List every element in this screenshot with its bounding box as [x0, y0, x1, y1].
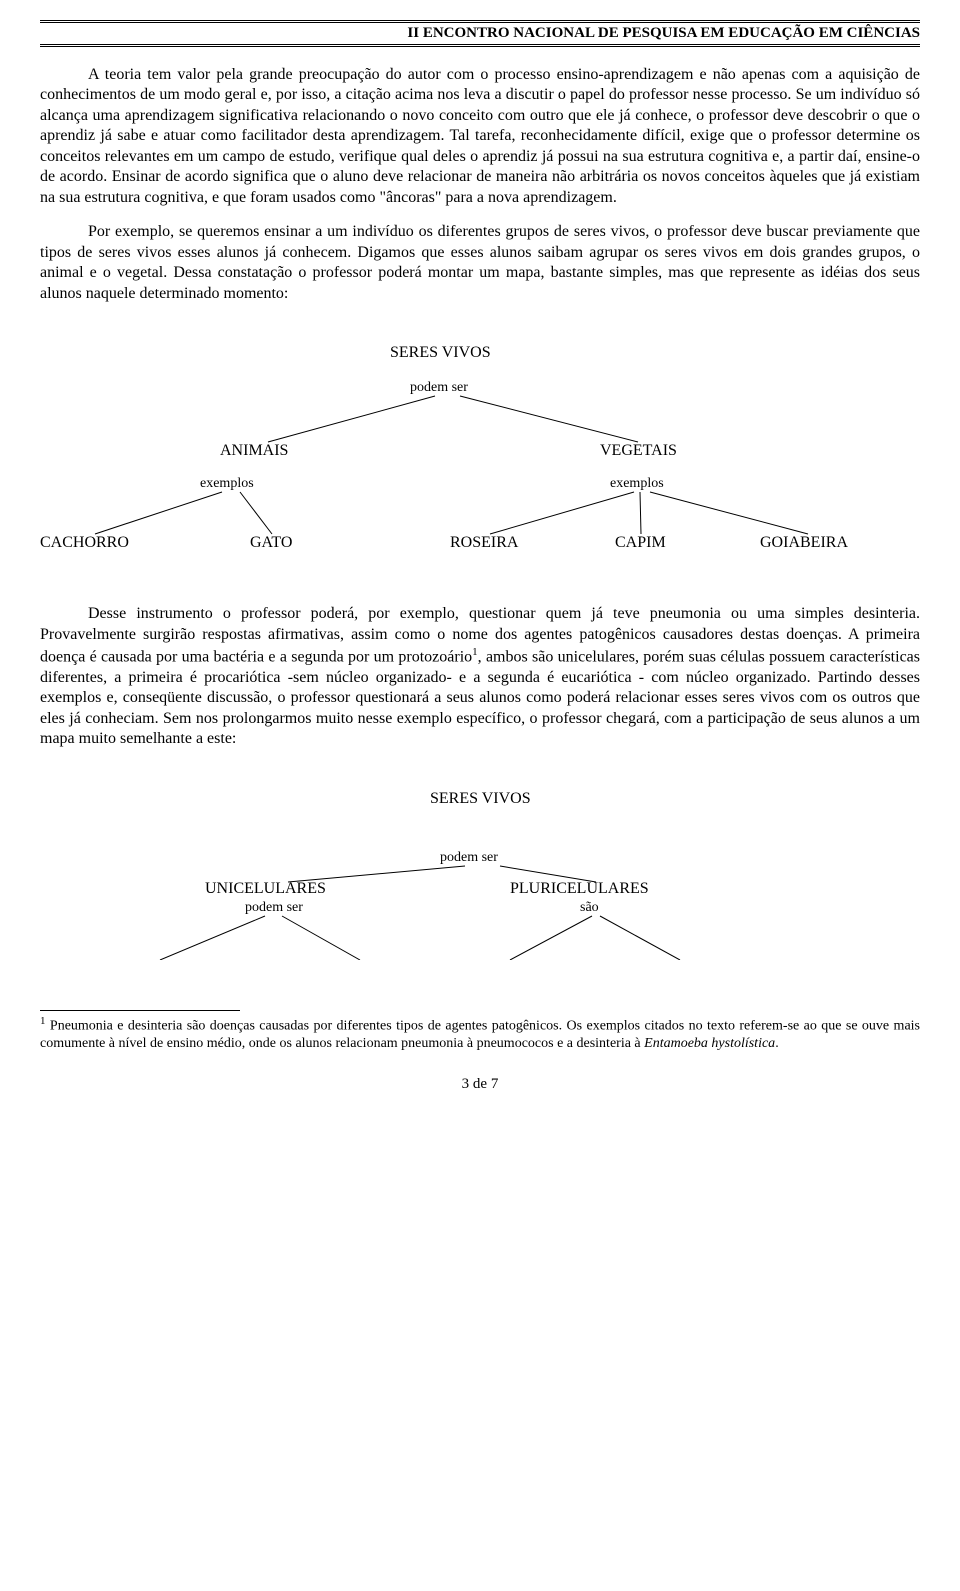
- node-gato: GATO: [250, 534, 292, 552]
- paragraph-1: A teoria tem valor pela grande preocupaç…: [40, 65, 920, 208]
- footnote-after-italic: .: [775, 1036, 779, 1051]
- link-podem-ser: podem ser: [410, 380, 468, 396]
- footnote-1: 1 Pneumonia e desinteria são doenças cau…: [40, 1015, 920, 1052]
- document-header: II ENCONTRO NACIONAL DE PESQUISA EM EDUC…: [40, 20, 920, 47]
- node-goiabeira: GOIABEIRA: [760, 534, 848, 552]
- paragraph-2: Por exemplo, se queremos ensinar a um in…: [40, 222, 920, 304]
- footnote-text-before-italic: Pneumonia e desinteria são doenças causa…: [40, 1018, 920, 1050]
- link-sao: são: [580, 900, 599, 916]
- page-number: 3 de 7: [40, 1076, 920, 1093]
- node-vegetais: VEGETAIS: [600, 442, 677, 460]
- node-roseira: ROSEIRA: [450, 534, 518, 552]
- diagram-1-lines: [40, 344, 920, 554]
- footnote-separator: [40, 1010, 240, 1011]
- concept-map-2: SERES VIVOS podem ser UNICELULARES PLURI…: [40, 790, 920, 960]
- diagram-2-lines: [40, 790, 920, 960]
- node-capim: CAPIM: [615, 534, 666, 552]
- node-seres-vivos-2: SERES VIVOS: [430, 790, 531, 808]
- paragraph-3: Desse instrumento o professor poderá, po…: [40, 604, 920, 750]
- node-pluricelulares: PLURICELULARES: [510, 880, 649, 898]
- footnote-italic: Entamoeba hystolística: [644, 1036, 775, 1051]
- node-cachorro: CACHORRO: [40, 534, 129, 552]
- link-exemplos-1: exemplos: [200, 476, 254, 492]
- link-exemplos-2: exemplos: [610, 476, 664, 492]
- node-animais: ANIMAIS: [220, 442, 288, 460]
- link-podem-ser-2: podem ser: [440, 850, 498, 866]
- link-podem-ser-3: podem ser: [245, 900, 303, 916]
- header-title: II ENCONTRO NACIONAL DE PESQUISA EM EDUC…: [407, 25, 920, 41]
- concept-map-1: SERES VIVOS podem ser ANIMAIS VEGETAIS e…: [40, 344, 920, 554]
- node-seres-vivos: SERES VIVOS: [390, 344, 491, 362]
- node-unicelulares: UNICELULARES: [205, 880, 326, 898]
